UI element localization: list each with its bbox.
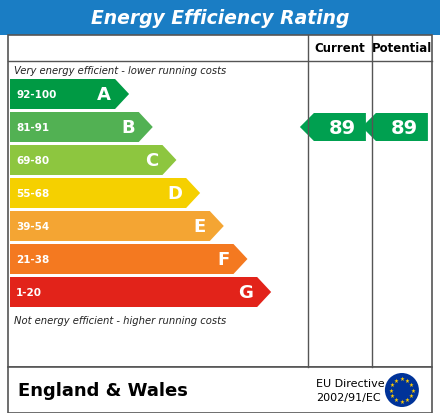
Text: 69-80: 69-80: [16, 156, 49, 166]
Text: Energy Efficiency Rating: Energy Efficiency Rating: [91, 9, 349, 27]
Text: 89: 89: [328, 118, 356, 137]
Text: Not energy efficient - higher running costs: Not energy efficient - higher running co…: [14, 315, 226, 325]
Text: Very energy efficient - lower running costs: Very energy efficient - lower running co…: [14, 66, 226, 76]
Bar: [8, 36, 432, 367]
Text: 21-38: 21-38: [16, 254, 49, 264]
Text: ★: ★: [390, 382, 395, 387]
Text: ★: ★: [394, 397, 399, 402]
Polygon shape: [10, 80, 129, 110]
Text: B: B: [121, 119, 135, 137]
Text: 2002/91/EC: 2002/91/EC: [316, 392, 381, 402]
Text: 92-100: 92-100: [16, 90, 56, 100]
Polygon shape: [10, 113, 153, 142]
Text: 81-91: 81-91: [16, 123, 49, 133]
Text: ★: ★: [400, 399, 404, 404]
Text: ★: ★: [409, 382, 414, 387]
Text: ★: ★: [400, 377, 404, 382]
Text: EU Directive: EU Directive: [316, 378, 385, 388]
Polygon shape: [10, 211, 224, 242]
Polygon shape: [10, 244, 247, 274]
Text: Potential: Potential: [372, 43, 432, 55]
Polygon shape: [10, 146, 176, 176]
Text: ★: ★: [405, 378, 410, 383]
Circle shape: [385, 373, 419, 407]
Bar: [0, 0, 440, 36]
Text: E: E: [194, 218, 206, 235]
Polygon shape: [362, 114, 428, 142]
Text: ★: ★: [409, 393, 414, 398]
Text: 55-68: 55-68: [16, 189, 49, 199]
Polygon shape: [300, 114, 366, 142]
Text: ★: ★: [405, 397, 410, 402]
Text: ★: ★: [389, 387, 393, 392]
Text: England & Wales: England & Wales: [18, 381, 188, 399]
Text: F: F: [217, 250, 230, 268]
Text: C: C: [145, 152, 158, 170]
Text: ★: ★: [390, 393, 395, 398]
Text: A: A: [97, 86, 111, 104]
Text: 89: 89: [390, 118, 418, 137]
Text: Current: Current: [315, 43, 365, 55]
Text: 39-54: 39-54: [16, 221, 49, 231]
Polygon shape: [10, 178, 200, 209]
Text: D: D: [167, 185, 182, 202]
Text: G: G: [238, 283, 253, 301]
Text: ★: ★: [411, 387, 415, 392]
Text: 1-20: 1-20: [16, 287, 42, 297]
Text: ★: ★: [394, 378, 399, 383]
Bar: [8, 367, 432, 413]
Polygon shape: [10, 277, 271, 307]
